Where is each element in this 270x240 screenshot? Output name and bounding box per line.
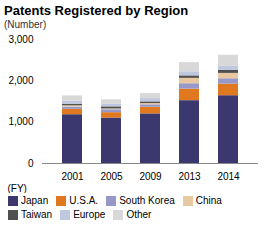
svg-text:2009: 2009 <box>139 171 162 182</box>
svg-text:2001: 2001 <box>61 171 84 182</box>
svg-text:2005: 2005 <box>100 171 123 182</box>
svg-text:3,000: 3,000 <box>8 34 33 45</box>
svg-text:2013: 2013 <box>178 171 201 182</box>
html-text:China: China <box>195 195 222 206</box>
html-text:South Korea: South Korea <box>119 195 175 206</box>
svg-text:2014: 2014 <box>217 171 240 182</box>
html-text:Europe: Europe <box>73 209 106 220</box>
html-text:Other: Other <box>126 209 152 220</box>
svg-text:1,000: 1,000 <box>8 116 33 127</box>
html-text:Taiwan: Taiwan <box>21 209 53 220</box>
svg-text:0: 0 <box>28 158 34 169</box>
html-text:Japan: Japan <box>21 195 49 206</box>
html-text:U.S.A.: U.S.A. <box>69 195 99 206</box>
svg-text:2,000: 2,000 <box>8 75 33 86</box>
svg-text:(FY): (FY) <box>8 183 27 194</box>
html-text:Patents Registered by Region: Patents Registered by Region <box>4 3 189 18</box>
html-text:(Number): (Number) <box>4 19 47 30</box>
